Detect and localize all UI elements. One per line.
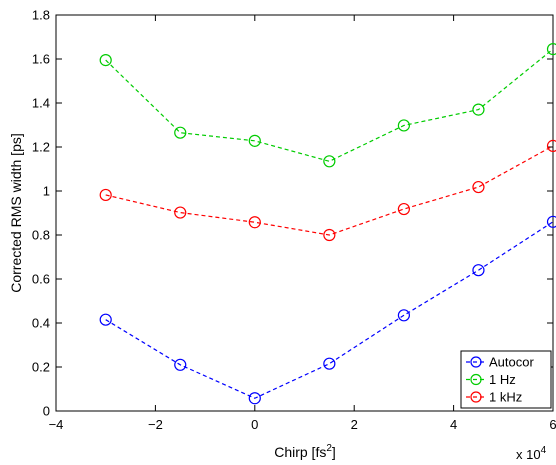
data-point	[546, 43, 556, 56]
legend-marker	[470, 373, 482, 386]
x-tick-label: −2	[148, 417, 163, 432]
legend-entries: Autocor 1 Hz 1 kHz	[466, 355, 534, 405]
y-tick-label: 0.6	[32, 272, 50, 287]
series-line	[105, 48, 554, 162]
axis-ticks	[55, 14, 554, 412]
data-point	[174, 206, 187, 219]
data-point	[397, 309, 410, 322]
x-tick-label: 2	[351, 417, 358, 432]
x-tick-label: 0	[251, 417, 258, 432]
axis-tick-labels: −4 −2 0 2 4 6 0 0.2 0.4 0.6 0.8 1 1.2 1.4 1.6 1.8	[32, 8, 556, 433]
data-point	[248, 392, 261, 405]
x-axis-multiplier: x 104	[516, 445, 547, 462]
x-tick-label: 6	[549, 417, 556, 432]
data-point	[397, 202, 410, 216]
y-tick-label: 1.4	[32, 96, 50, 111]
legend-marker	[470, 391, 482, 403]
data-point	[248, 134, 261, 147]
legend-label: Autocor	[489, 355, 534, 370]
x-tick-label: 4	[450, 417, 457, 432]
legend-entry: 1 kHz	[466, 390, 522, 405]
data-point	[323, 228, 336, 242]
plot-area	[55, 14, 554, 412]
data-point	[323, 155, 336, 168]
data-point	[472, 103, 485, 116]
y-tick-label: 1	[43, 184, 50, 199]
legend-entry: 1 Hz	[466, 372, 516, 387]
data-point	[174, 126, 187, 139]
legend: Autocor 1 Hz 1 kHz	[460, 350, 552, 409]
data-point	[546, 139, 556, 152]
legend-label: 1 Hz	[489, 372, 516, 387]
data-point	[546, 215, 556, 228]
series-layer	[99, 43, 556, 405]
y-tick-label: 1.6	[32, 52, 50, 67]
series-line	[105, 145, 554, 236]
data-point	[99, 53, 112, 67]
x-tick-label: −4	[49, 417, 64, 432]
y-tick-label: 1.8	[32, 8, 50, 23]
data-point	[472, 180, 485, 194]
legend-marker	[470, 356, 482, 368]
y-tick-label: 1.2	[32, 140, 50, 155]
data-point	[397, 119, 410, 132]
legend-label: 1 kHz	[489, 390, 522, 405]
legend-entry: Autocor	[466, 355, 534, 370]
data-point	[174, 358, 187, 371]
y-tick-label: 0	[43, 404, 50, 419]
y-tick-label: 0.8	[32, 228, 50, 243]
y-tick-label: 0.4	[32, 316, 50, 331]
series-1-khz	[99, 139, 556, 242]
series-line	[105, 221, 554, 399]
series-autocor	[99, 215, 556, 405]
data-point	[472, 264, 485, 277]
series-1-hz	[99, 43, 556, 168]
y-axis-title: Corrected RMS width [ps]	[8, 133, 24, 293]
x-axis-title: Chirp [fs2]	[274, 443, 336, 460]
y-tick-label: 0.2	[32, 360, 50, 375]
data-point	[248, 216, 261, 229]
data-point	[99, 188, 112, 202]
data-point	[99, 313, 112, 326]
data-point	[323, 357, 336, 370]
